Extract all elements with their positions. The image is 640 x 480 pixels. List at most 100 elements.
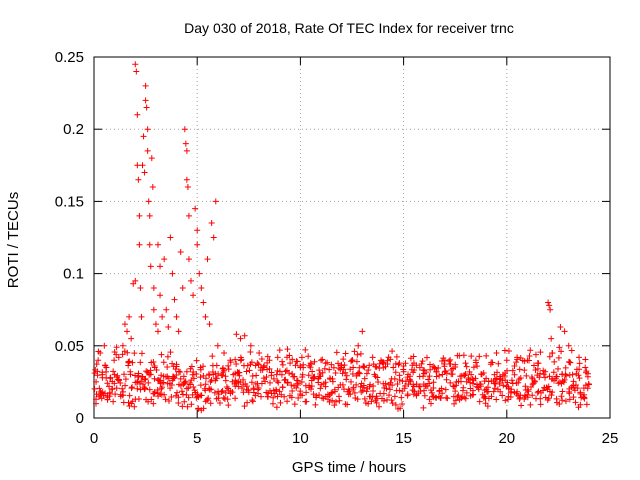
band-point [127, 368, 134, 375]
band-point [470, 391, 477, 398]
data-point [147, 263, 154, 270]
band-point [514, 388, 521, 395]
band-point [305, 353, 312, 360]
band-point [264, 393, 271, 400]
band-point [370, 382, 377, 389]
band-point [266, 365, 273, 372]
band-point [311, 358, 318, 365]
band-point [291, 401, 298, 408]
band-point [134, 385, 141, 392]
band-point [111, 380, 118, 387]
band-point [158, 372, 165, 379]
band-point [240, 389, 247, 396]
band-point [131, 350, 138, 357]
band-point [148, 396, 155, 403]
band-point [129, 384, 136, 391]
band-point [275, 379, 282, 386]
band-point [135, 396, 142, 403]
band-point [395, 361, 402, 368]
data-point [431, 364, 438, 371]
data-point [472, 357, 479, 364]
band-point [569, 371, 576, 378]
band-point [340, 356, 347, 363]
band-point [121, 371, 128, 378]
band-point [426, 396, 433, 403]
data-point [99, 371, 106, 378]
band-point [165, 397, 172, 404]
band-point [584, 385, 591, 392]
band-point [180, 373, 187, 380]
data-point [133, 68, 140, 75]
band-point [184, 403, 191, 410]
data-point [400, 363, 407, 370]
band-point [375, 379, 382, 386]
band-point [194, 393, 201, 400]
band-point [391, 393, 398, 400]
band-point [198, 392, 205, 399]
band-point [339, 370, 346, 377]
band-point [284, 398, 291, 405]
band-point [319, 356, 326, 363]
band-point [396, 360, 403, 367]
band-point [382, 380, 389, 387]
band-point [380, 390, 387, 397]
band-point [443, 376, 450, 383]
band-point [160, 379, 167, 386]
data-point [503, 357, 510, 364]
band-point [437, 395, 444, 402]
band-point [383, 385, 390, 392]
band-point [224, 396, 231, 403]
band-point [525, 388, 532, 395]
band-point [392, 360, 399, 367]
band-point [423, 354, 430, 361]
band-point [476, 398, 483, 405]
data-point [247, 342, 254, 349]
band-point [363, 370, 370, 377]
band-point [290, 373, 297, 380]
band-point [372, 397, 379, 404]
band-point [562, 398, 569, 405]
band-point [247, 349, 254, 356]
band-point [335, 360, 342, 367]
band-point [276, 368, 283, 375]
band-point [467, 379, 474, 386]
band-point [448, 366, 455, 373]
band-point [148, 359, 155, 366]
band-point [418, 360, 425, 367]
band-point [495, 360, 502, 367]
band-point [236, 372, 243, 379]
data-point [212, 198, 219, 205]
band-point [150, 400, 157, 407]
band-point [442, 386, 449, 393]
data-point [208, 220, 215, 227]
band-point [319, 369, 326, 376]
band-point [570, 394, 577, 401]
band-point [311, 373, 318, 380]
band-point [190, 375, 197, 382]
band-point [282, 368, 289, 375]
data-point [359, 328, 366, 335]
band-point [288, 394, 295, 401]
band-point [361, 395, 368, 402]
y-tick-label: 0.05 [55, 338, 84, 355]
band-point [264, 353, 271, 360]
band-point [92, 400, 99, 407]
band-point [188, 401, 195, 408]
data-point [200, 299, 207, 306]
band-point [460, 384, 467, 391]
band-point [376, 403, 383, 410]
data-point [452, 361, 459, 368]
band-point [117, 379, 124, 386]
band-point [329, 375, 336, 382]
band-point [273, 404, 280, 411]
band-point [128, 400, 135, 407]
data-point [194, 227, 201, 234]
band-point [202, 381, 209, 388]
band-point [110, 398, 117, 405]
band-point [550, 369, 557, 376]
band-point [125, 399, 132, 406]
band-point [577, 390, 584, 397]
band-point [168, 394, 175, 401]
band-point [111, 348, 118, 355]
